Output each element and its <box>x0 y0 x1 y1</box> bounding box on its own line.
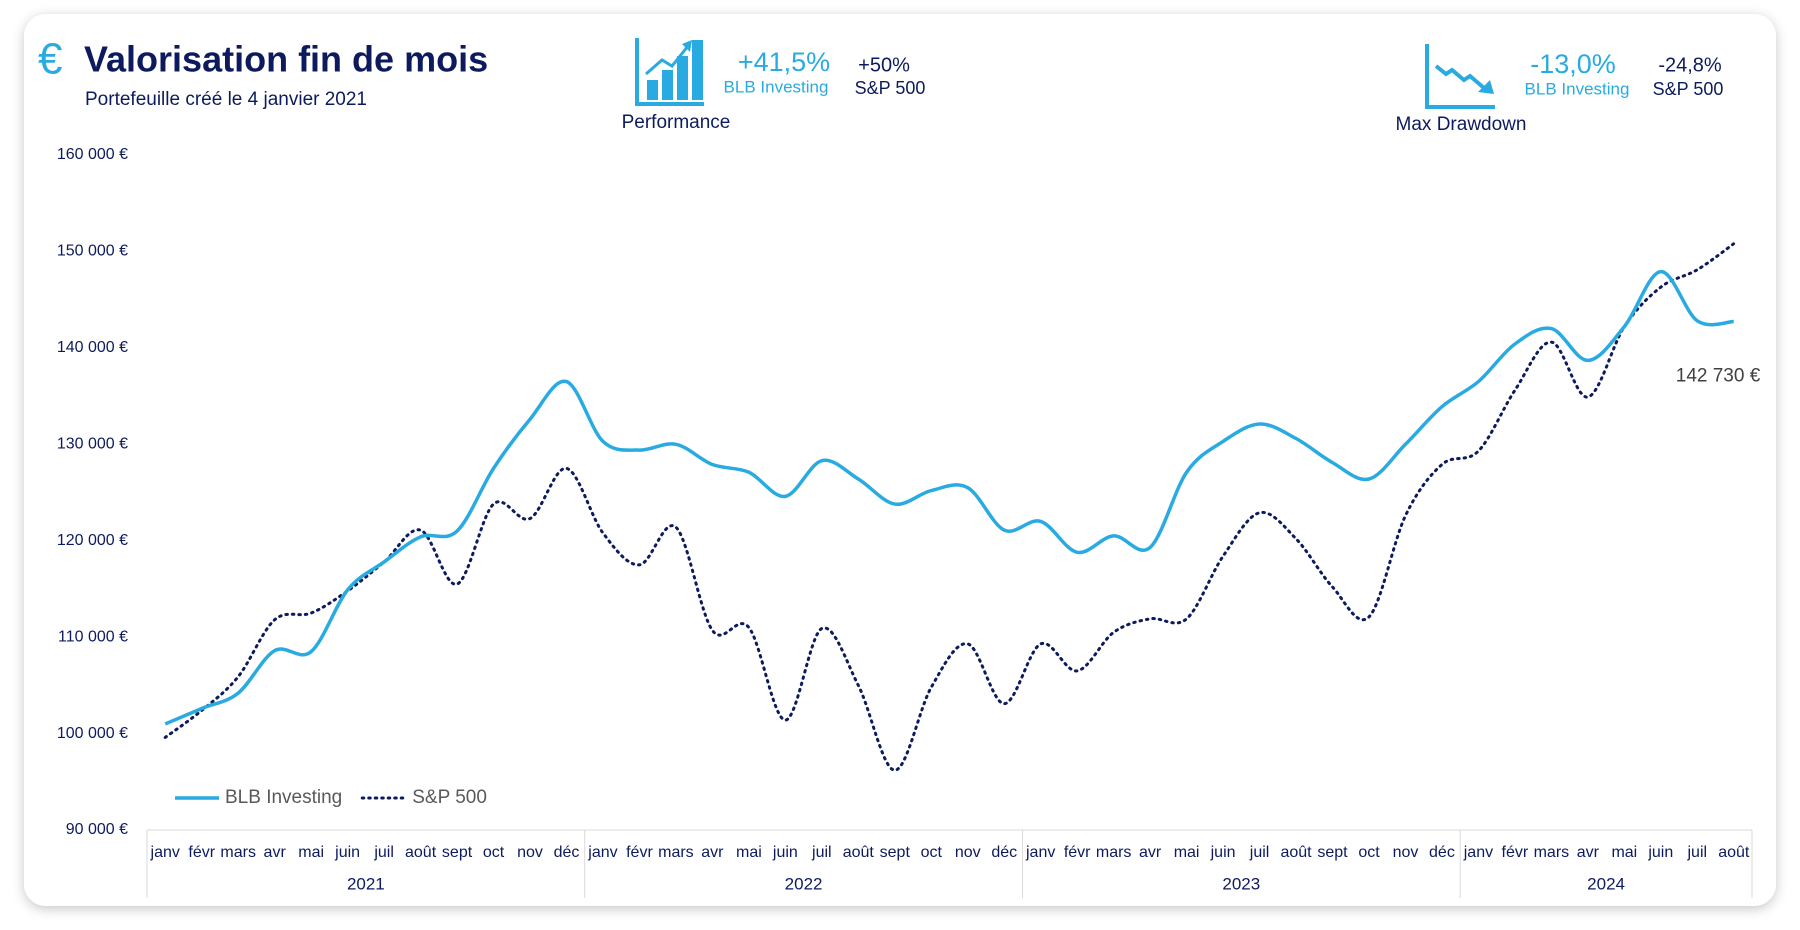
x-tick-label: déc <box>1429 844 1455 861</box>
x-tick-label: janv <box>150 844 180 861</box>
kpi-value: +50% <box>858 54 910 76</box>
x-group-label: 2024 <box>1587 874 1625 893</box>
x-tick-label: sept <box>442 844 473 861</box>
x-tick-label: mai <box>736 844 762 861</box>
x-tick-label: mars <box>1096 844 1132 861</box>
line-series <box>163 242 1736 772</box>
kpi-value: -13,0% <box>1530 49 1616 79</box>
x-tick-label: févr <box>1502 844 1529 861</box>
subtitle: Portefeuille créé le 4 janvier 2021 <box>85 89 367 110</box>
x-tick-label: juin <box>1647 844 1673 861</box>
title: Valorisation fin de mois <box>84 39 488 80</box>
y-tick-label: 140 000 € <box>57 339 128 356</box>
kpi-value: +41,5% <box>738 47 830 77</box>
x-tick-label: mai <box>298 844 324 861</box>
x-tick-label: nov <box>1393 844 1419 861</box>
x-tick-label: juin <box>1210 844 1236 861</box>
legend-label: BLB Investing <box>225 787 342 808</box>
x-group-label: 2021 <box>347 874 385 893</box>
line-series <box>164 269 1734 726</box>
card <box>24 14 1776 906</box>
kpi-name: S&P 500 <box>855 78 926 98</box>
x-tick-label: févr <box>188 844 215 861</box>
x-tick-label: mai <box>1174 844 1200 861</box>
performance-icon <box>635 38 704 106</box>
kpi-label: Performance <box>622 112 731 133</box>
x-tick-label: mars <box>658 844 694 861</box>
y-tick-label: 90 000 € <box>66 821 128 838</box>
x-tick-label: juin <box>772 844 798 861</box>
legend-label: S&P 500 <box>412 787 487 808</box>
currency-icon: € <box>38 35 62 84</box>
x-tick-label: févr <box>626 844 653 861</box>
x-tick-label: août <box>1280 844 1312 861</box>
x-tick-label: mai <box>1611 844 1637 861</box>
x-tick-label: févr <box>1064 844 1091 861</box>
x-tick-label: août <box>843 844 875 861</box>
x-tick-label: nov <box>955 844 981 861</box>
kpi-name: BLB Investing <box>724 77 829 96</box>
kpi-value: -24,8% <box>1658 54 1722 76</box>
x-tick-label: avr <box>701 844 724 861</box>
x-tick-label: oct <box>483 844 505 861</box>
y-tick-label: 130 000 € <box>57 436 128 453</box>
kpi-name: BLB Investing <box>1525 79 1630 98</box>
x-tick-label: déc <box>991 844 1017 861</box>
x-tick-label: mars <box>220 844 256 861</box>
drawdown-icon <box>1425 44 1495 109</box>
x-tick-label: oct <box>1358 844 1380 861</box>
x-group-label: 2023 <box>1222 874 1260 893</box>
kpi-name: S&P 500 <box>1653 79 1724 99</box>
x-tick-label: sept <box>1317 844 1348 861</box>
x-tick-label: juil <box>373 844 394 861</box>
x-tick-label: juin <box>334 844 360 861</box>
x-tick-label: juil <box>1687 844 1708 861</box>
y-tick-label: 110 000 € <box>58 628 128 645</box>
y-tick-label: 100 000 € <box>57 725 128 742</box>
x-tick-label: nov <box>517 844 543 861</box>
x-tick-label: août <box>1718 844 1750 861</box>
x-tick-label: sept <box>880 844 911 861</box>
x-group-label: 2022 <box>785 874 823 893</box>
data-label: 142 730 € <box>1676 366 1761 387</box>
y-tick-label: 150 000 € <box>57 243 128 260</box>
x-tick-label: oct <box>921 844 943 861</box>
kpi-label: Max Drawdown <box>1396 114 1527 135</box>
x-tick-label: janv <box>1463 844 1493 861</box>
x-tick-label: mars <box>1534 844 1570 861</box>
x-tick-label: juil <box>1249 844 1270 861</box>
x-tick-label: juil <box>811 844 832 861</box>
x-tick-label: avr <box>264 844 287 861</box>
y-tick-label: 120 000 € <box>57 532 128 549</box>
x-tick-label: avr <box>1577 844 1600 861</box>
x-tick-label: août <box>405 844 437 861</box>
y-tick-label: 160 000 € <box>57 146 128 163</box>
x-tick-label: déc <box>554 844 580 861</box>
x-tick-label: janv <box>587 844 617 861</box>
x-tick-label: avr <box>1139 844 1162 861</box>
x-tick-label: janv <box>1025 844 1055 861</box>
